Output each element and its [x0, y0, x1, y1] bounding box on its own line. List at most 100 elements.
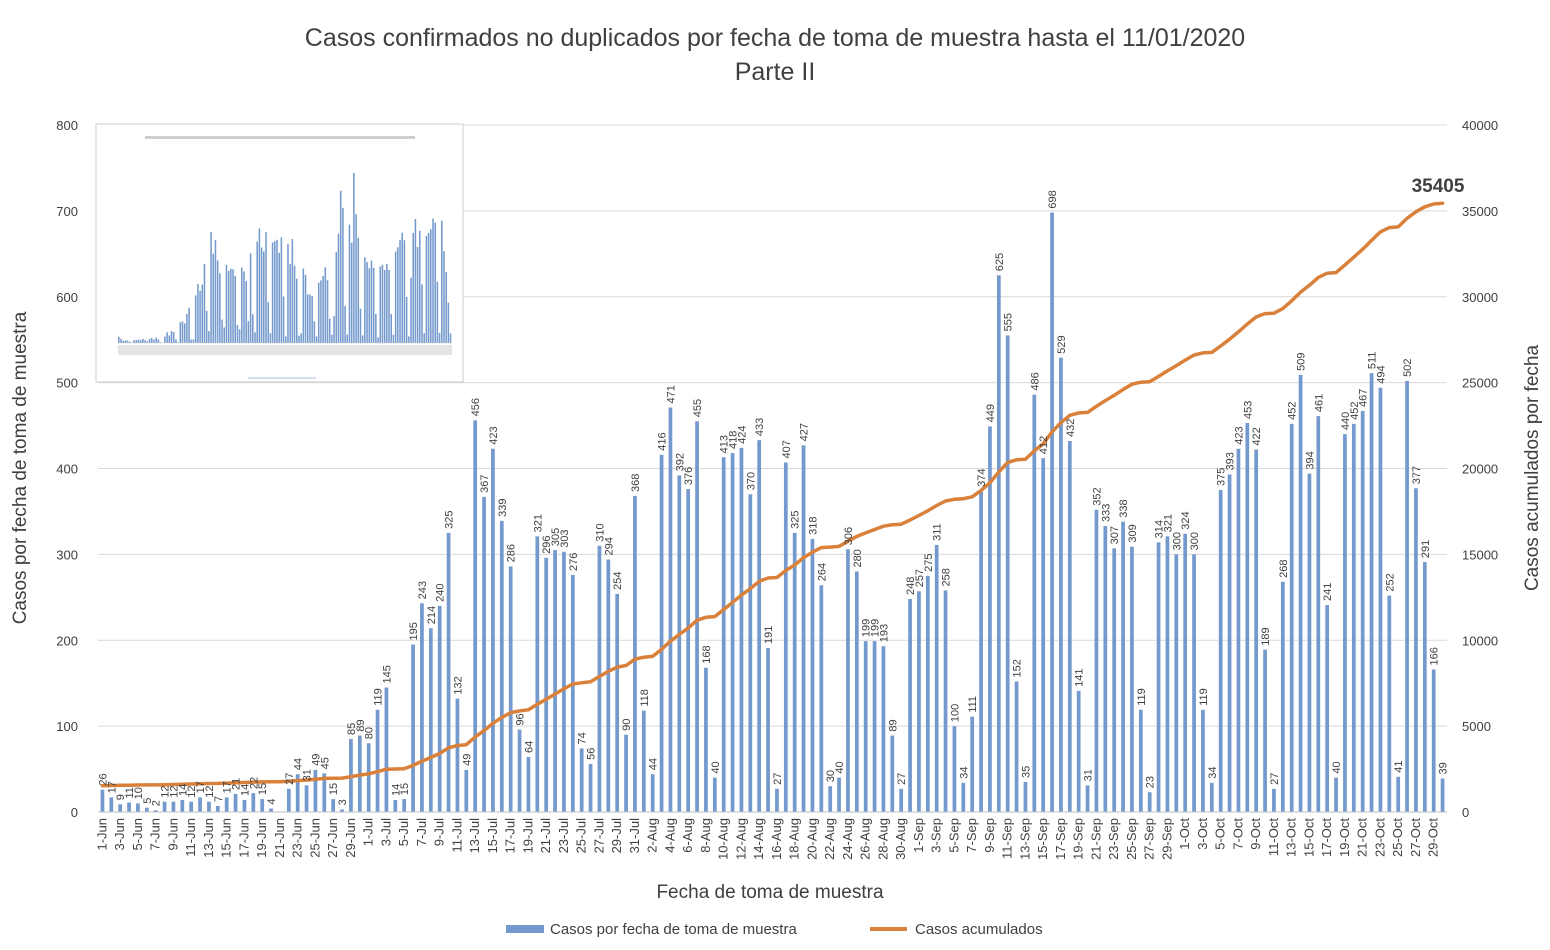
bar — [934, 544, 939, 812]
inset-bar — [183, 323, 186, 343]
data-label: 26 — [97, 773, 109, 785]
bar — [295, 774, 300, 812]
bar — [899, 788, 904, 812]
bar — [597, 545, 602, 812]
data-label: 132 — [452, 676, 464, 694]
x-tick-label: 29-Jul — [609, 818, 624, 854]
data-label: 119 — [1136, 688, 1148, 706]
data-labels: 2617911105212121412171271721142215427443… — [97, 190, 1449, 806]
inset-bar — [320, 280, 322, 343]
inset-bar — [309, 294, 311, 343]
inset-bar — [291, 239, 294, 343]
data-label: 7 — [213, 796, 225, 802]
data-label: 248 — [905, 577, 917, 595]
bar — [144, 807, 149, 812]
bar — [943, 590, 948, 812]
bar — [127, 802, 131, 812]
bar — [393, 799, 398, 812]
inset-bar — [364, 257, 366, 343]
x-tick-label: 1-Jul — [361, 818, 376, 846]
inset-bar — [120, 338, 122, 343]
inset-bar — [234, 275, 236, 343]
x-tick-label: 19-Sep — [1071, 818, 1086, 860]
data-label: 21 — [231, 778, 243, 790]
inset-bar — [449, 333, 452, 343]
inset-bar — [315, 336, 318, 343]
bar — [1218, 489, 1223, 812]
inset-bar — [199, 290, 201, 343]
y-tick-label: 500 — [56, 376, 78, 391]
x-tick-label: 4-Aug — [662, 818, 677, 853]
y2-tick-label: 40000 — [1462, 118, 1498, 133]
cumulative-line — [100, 201, 1445, 788]
inset-bar — [381, 264, 384, 343]
bar — [1245, 422, 1250, 812]
inset-bar — [447, 302, 450, 343]
inset-bar — [293, 265, 296, 343]
data-label: 393 — [1225, 452, 1237, 470]
inset-bar — [144, 340, 146, 343]
bar — [544, 557, 549, 812]
bar — [1192, 554, 1196, 812]
data-label: 191 — [763, 626, 775, 644]
bar — [517, 729, 522, 812]
data-label: 141 — [1074, 669, 1086, 687]
inset-bar — [386, 264, 388, 343]
inset-bar — [282, 296, 285, 343]
bar — [1431, 669, 1436, 812]
data-label: 17 — [106, 781, 118, 793]
bar — [162, 801, 167, 812]
inset-bar — [346, 334, 349, 343]
data-label: 195 — [408, 622, 420, 640]
inset-bar — [179, 322, 182, 343]
x-tick-label: 17-Jul — [503, 818, 518, 854]
data-label: 12 — [168, 785, 180, 797]
x-tick-label: 23-Jun — [290, 818, 305, 858]
bar — [704, 667, 708, 812]
x-tick-label: 2-Aug — [645, 818, 660, 853]
inset-bar — [128, 341, 131, 343]
bar — [109, 797, 114, 812]
inset-bar — [287, 243, 289, 343]
inset-bar — [232, 269, 234, 343]
y2-axis-ticks: 0 5000 10000 15000 20000 25000 30000 35000 40000 — [1462, 118, 1498, 820]
bar — [304, 785, 309, 812]
bar — [659, 454, 664, 812]
data-label: 453 — [1242, 401, 1254, 419]
inset-bar — [148, 338, 151, 343]
data-label: 193 — [878, 624, 890, 642]
data-label: 2 — [151, 800, 163, 806]
x-tick-label: 8-Aug — [698, 818, 713, 853]
data-label: 22 — [248, 777, 260, 789]
x-tick-label: 27-Oct — [1408, 818, 1423, 857]
data-label: 15 — [399, 783, 411, 795]
bar — [721, 457, 726, 812]
data-label: 311 — [932, 523, 944, 541]
inset-bar — [304, 274, 307, 343]
data-label: 89 — [887, 719, 899, 731]
inset-bar — [172, 332, 175, 343]
inset-bar — [379, 266, 382, 343]
x-tick-label: 23-Oct — [1372, 818, 1387, 857]
inset-bar — [225, 264, 228, 343]
bar — [171, 801, 176, 812]
inset-bar — [311, 295, 313, 343]
bar — [198, 797, 202, 812]
bar — [446, 532, 451, 812]
bar — [766, 647, 770, 812]
data-label: 199 — [861, 619, 873, 637]
bar — [384, 687, 389, 812]
data-label: 294 — [603, 537, 615, 555]
inset-bar — [438, 333, 441, 343]
data-label: 486 — [1029, 372, 1041, 390]
bar — [1289, 423, 1294, 812]
bar — [1387, 595, 1392, 812]
inset-bar — [135, 340, 138, 343]
inset-bar — [263, 251, 265, 343]
x-tick-label: 9-Jun — [165, 818, 180, 851]
x-tick-label: 25-Sep — [1124, 818, 1139, 860]
bar — [1014, 681, 1019, 812]
bar — [757, 440, 762, 812]
inset-bar — [230, 268, 232, 343]
x-tick-label: 11-Jul — [449, 818, 464, 853]
